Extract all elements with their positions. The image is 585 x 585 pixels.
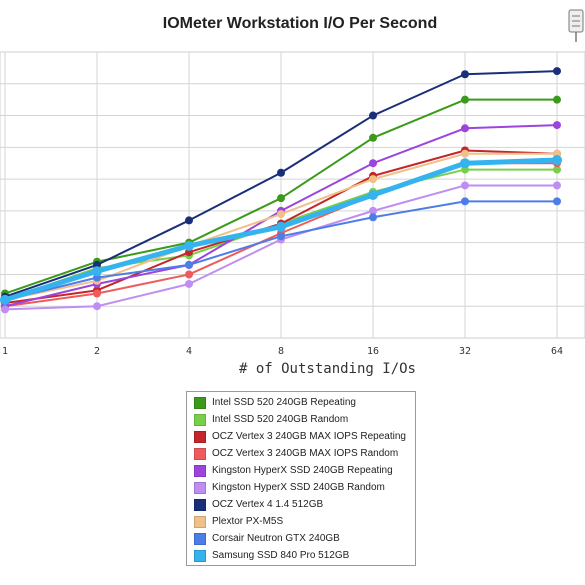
legend-label: Intel SSD 520 240GB Random <box>212 414 349 425</box>
x-tick-label: 4 <box>186 346 192 357</box>
legend-label: Plextor PX-M5S <box>212 516 284 527</box>
data-point <box>369 159 377 168</box>
data-point <box>277 210 285 219</box>
data-point <box>460 158 470 169</box>
legend-label: Kingston HyperX SSD 240GB Random <box>212 482 385 493</box>
legend-swatch <box>194 413 206 426</box>
data-point <box>461 95 469 104</box>
legend-label: Kingston HyperX SSD 240GB Repeating <box>212 465 393 476</box>
line-chart: 1 2 4 8 16 32 64 <box>0 51 585 357</box>
data-point <box>369 175 377 184</box>
data-point <box>93 302 101 311</box>
legend-item: Samsung SSD 840 Pro 512GB <box>187 547 415 564</box>
data-point <box>185 260 193 269</box>
series-group <box>0 155 562 305</box>
data-point <box>369 206 377 215</box>
legend-item: Intel SSD 520 240GB Random <box>187 411 415 428</box>
legend-item: Intel SSD 520 240GB Repeating <box>187 394 415 411</box>
series-lines <box>0 67 562 314</box>
chart-title: IOMeter Workstation I/O Per Second <box>162 15 438 32</box>
data-point <box>277 194 285 203</box>
legend-label: OCZ Vertex 3 240GB MAX IOPS Repeating <box>212 431 406 442</box>
x-axis-label: # of Outstanding I/Os <box>238 361 416 377</box>
legend-label: OCZ Vertex 4 1.4 512GB <box>212 499 324 510</box>
legend-swatch <box>194 464 206 477</box>
data-point <box>553 181 561 190</box>
legend-item: OCZ Vertex 3 240GB MAX IOPS Random <box>187 445 415 462</box>
data-point <box>553 95 561 104</box>
legend-swatch <box>194 481 206 494</box>
legend-label: Samsung SSD 840 Pro 512GB <box>212 550 350 561</box>
x-tick-label: 16 <box>367 346 379 357</box>
data-point <box>369 111 377 120</box>
data-point <box>276 221 286 232</box>
data-point <box>553 165 561 174</box>
x-tick-label: 64 <box>551 346 563 357</box>
legend-item: OCZ Vertex 3 240GB MAX IOPS Repeating <box>187 428 415 445</box>
legend-label: Intel SSD 520 240GB Repeating <box>212 397 356 408</box>
chart-badge-icon <box>568 9 584 42</box>
data-point <box>368 190 378 200</box>
data-point <box>185 270 193 279</box>
data-point <box>461 124 469 133</box>
legend-item: Plextor PX-M5S <box>187 513 415 530</box>
legend-swatch <box>194 549 206 562</box>
x-tick-label: 1 <box>2 346 8 357</box>
legend-label: Corsair Neutron GTX 240GB <box>212 533 340 544</box>
data-point <box>0 294 10 305</box>
data-point <box>553 197 561 206</box>
legend: Intel SSD 520 240GB Repeating Intel SSD 5… <box>186 391 416 566</box>
data-point <box>184 240 194 251</box>
x-tick-label: 8 <box>278 346 284 357</box>
legend-swatch <box>194 430 206 443</box>
data-point <box>552 155 562 166</box>
data-point <box>553 67 561 76</box>
data-point <box>369 213 377 222</box>
x-tick-labels: 1 2 4 8 16 32 64 <box>2 346 563 357</box>
data-point <box>1 305 9 314</box>
data-point <box>461 197 469 206</box>
legend-label: OCZ Vertex 3 240GB MAX IOPS Random <box>212 448 399 459</box>
legend-item: Corsair Neutron GTX 240GB <box>187 530 415 547</box>
data-point <box>92 266 102 277</box>
data-point <box>185 216 193 225</box>
legend-swatch <box>194 515 206 528</box>
legend-item: Kingston HyperX SSD 240GB Repeating <box>187 462 415 479</box>
data-point <box>369 133 377 142</box>
legend-item: Kingston HyperX SSD 240GB Random <box>187 479 415 496</box>
data-point <box>185 279 193 288</box>
legend-swatch <box>194 396 206 409</box>
legend-swatch <box>194 498 206 511</box>
data-point <box>461 149 469 158</box>
legend-item: OCZ Vertex 4 1.4 512GB <box>187 496 415 513</box>
data-point <box>277 168 285 177</box>
data-point <box>277 232 285 241</box>
x-tick-label: 32 <box>459 346 471 357</box>
legend-swatch <box>194 532 206 545</box>
data-point <box>93 289 101 298</box>
legend-swatch <box>194 447 206 460</box>
x-tick-label: 2 <box>94 346 100 357</box>
data-point <box>461 181 469 190</box>
data-point <box>461 70 469 79</box>
data-point <box>553 121 561 130</box>
